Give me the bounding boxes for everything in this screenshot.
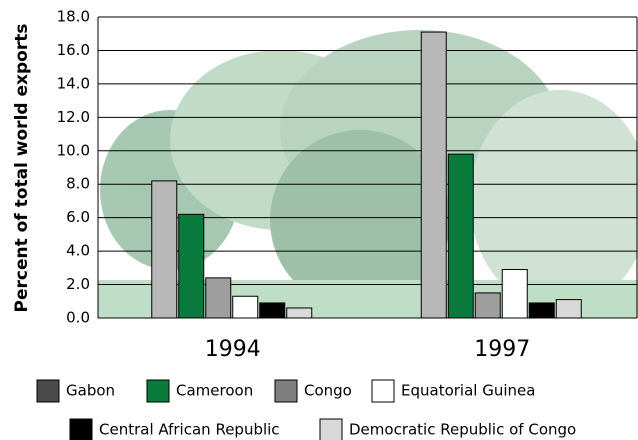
legend-label: Central African Republic [99, 421, 280, 439]
y-tick-label: 2.0 [66, 275, 90, 293]
bar [287, 308, 312, 318]
bar [152, 181, 177, 318]
y-tick-label: 4.0 [66, 242, 90, 260]
y-tick-label: 6.0 [66, 208, 90, 226]
y-tick-label: 16.0 [57, 41, 90, 59]
legend-swatch [320, 419, 342, 440]
legend-swatch [372, 380, 394, 402]
x-tick-label: 1997 [474, 337, 530, 362]
bar [233, 296, 258, 318]
bar [529, 303, 554, 318]
y-tick-label: 14.0 [57, 74, 90, 92]
y-axis-label: Percent of total world exports [12, 24, 32, 313]
legend-label: Cameroon [176, 382, 253, 400]
legend-label: Equatorial Guinea [401, 382, 535, 400]
y-tick-label: 12.0 [57, 108, 90, 126]
legend-label: Democratic Republic of Congo [349, 421, 576, 439]
x-tick-label: 1994 [205, 337, 261, 362]
legend-swatch [70, 419, 92, 440]
legend-swatch [275, 380, 297, 402]
legend-swatch [37, 380, 59, 402]
bar [502, 270, 527, 318]
legend-label: Congo [304, 382, 352, 400]
y-tick-label: 10.0 [57, 141, 90, 159]
bar [260, 303, 285, 318]
legend-swatch [147, 380, 169, 402]
y-tick-label: 8.0 [66, 175, 90, 193]
legend-label: Gabon [66, 382, 115, 400]
bar [206, 278, 231, 318]
chart: Percent of total world exports 0.0 2.0 4.0… [0, 0, 638, 440]
bar [421, 32, 446, 318]
bar [179, 214, 204, 318]
bar [475, 293, 500, 318]
bar [556, 300, 581, 318]
bar [448, 154, 473, 318]
y-tick-label: 18.0 [57, 8, 90, 26]
y-tick-label: 0.0 [66, 309, 90, 327]
